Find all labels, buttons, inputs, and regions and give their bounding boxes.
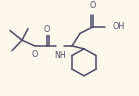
Text: O: O [90, 1, 96, 10]
Text: O: O [44, 25, 50, 34]
Text: O: O [32, 50, 38, 59]
Text: NH: NH [54, 51, 66, 60]
Text: OH: OH [113, 22, 125, 31]
